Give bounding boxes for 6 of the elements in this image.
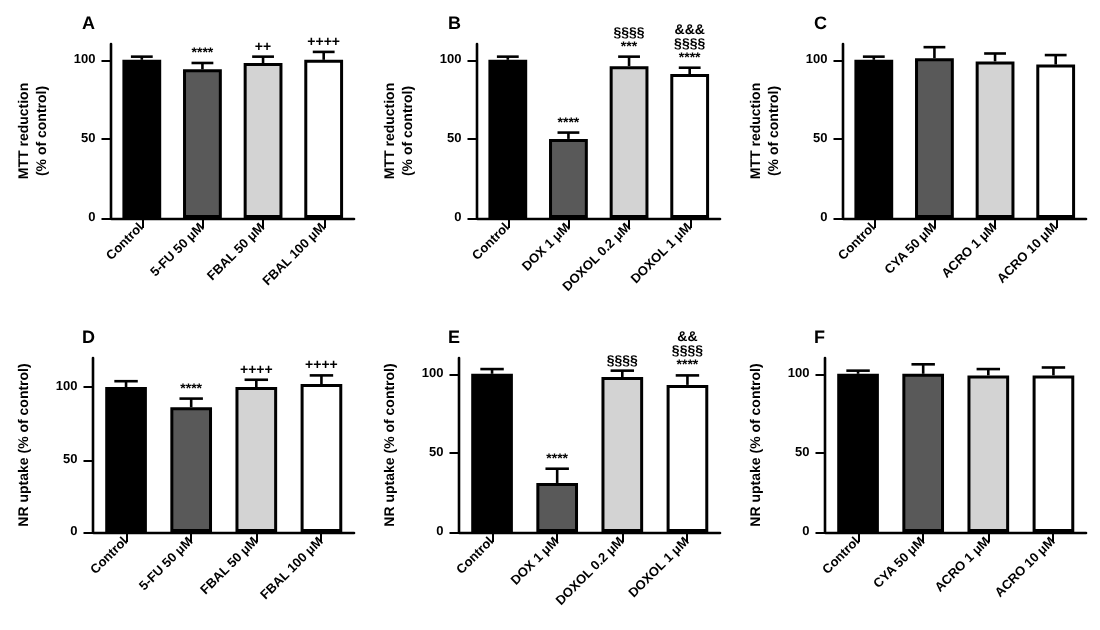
chart-title: B bbox=[448, 13, 462, 33]
chart-title: D bbox=[82, 327, 96, 347]
chart-title: A bbox=[82, 13, 96, 33]
chart-title: F bbox=[814, 327, 826, 347]
chart-title: E bbox=[448, 327, 461, 347]
chart-title: C bbox=[814, 13, 828, 33]
